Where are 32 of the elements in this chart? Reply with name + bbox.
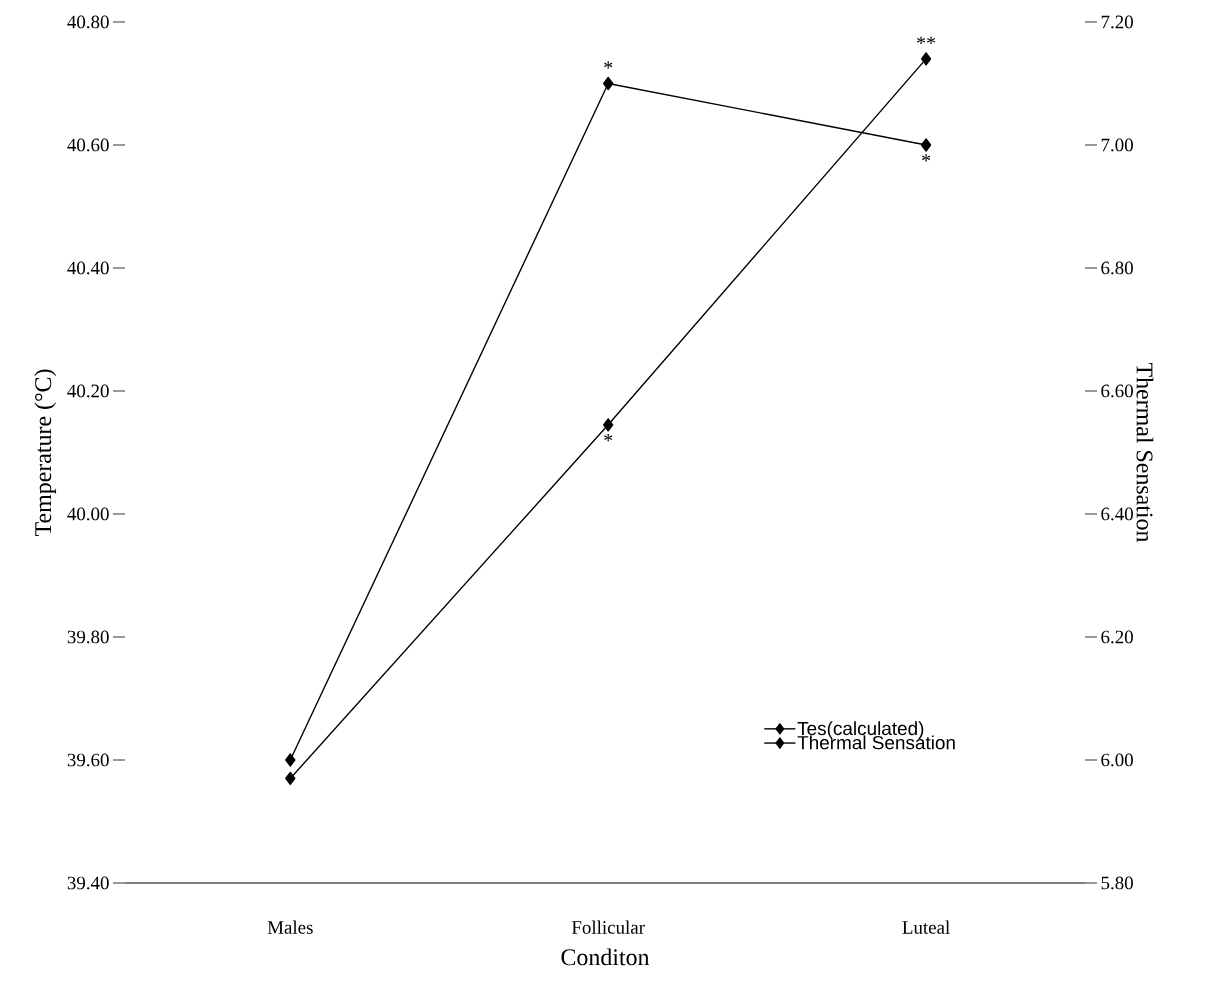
y-tick-label: 40.60 (67, 138, 109, 152)
y2-tick-label: 5.80 (1101, 876, 1133, 890)
y2-tick-label: 7.00 (1101, 138, 1133, 152)
x-tick-label: Males (267, 920, 313, 934)
point (285, 753, 296, 767)
y2-tick-label: 6.00 (1101, 753, 1133, 767)
point (920, 138, 932, 152)
y2-tick-label: 6.80 (1101, 261, 1133, 275)
y-tick-label: 39.60 (67, 753, 109, 767)
y-tick-label: 40.40 (67, 261, 109, 275)
y2-tick-label: 6.20 (1101, 630, 1133, 644)
y2-tick-label: 6.40 (1101, 507, 1133, 521)
point (602, 418, 614, 432)
point (285, 771, 296, 786)
y2-tick-label: 7.20 (1101, 15, 1133, 29)
x-tick-label: Follicular (571, 920, 645, 934)
annotation: * (604, 61, 613, 69)
x-tick-label: Luteal (902, 920, 950, 934)
y-tick-label: 39.40 (67, 876, 109, 890)
y2-axis-title: Thermal Sensation (1136, 362, 1154, 543)
y-tick-label: 39.80 (67, 630, 109, 644)
y-tick-label: 40.00 (67, 507, 109, 521)
y-tick-label: 40.80 (67, 15, 109, 29)
annotation: * (922, 154, 931, 162)
point (602, 76, 614, 91)
y2-tick-label: 6.60 (1101, 384, 1133, 398)
y-axis-title: Temperature (°C) (34, 369, 57, 536)
annotation: ** (917, 36, 936, 44)
x-axis-title: Conditon (561, 948, 650, 966)
point (920, 52, 932, 66)
annotation: * (604, 434, 613, 442)
y-tick-label: 40.20 (67, 384, 109, 398)
